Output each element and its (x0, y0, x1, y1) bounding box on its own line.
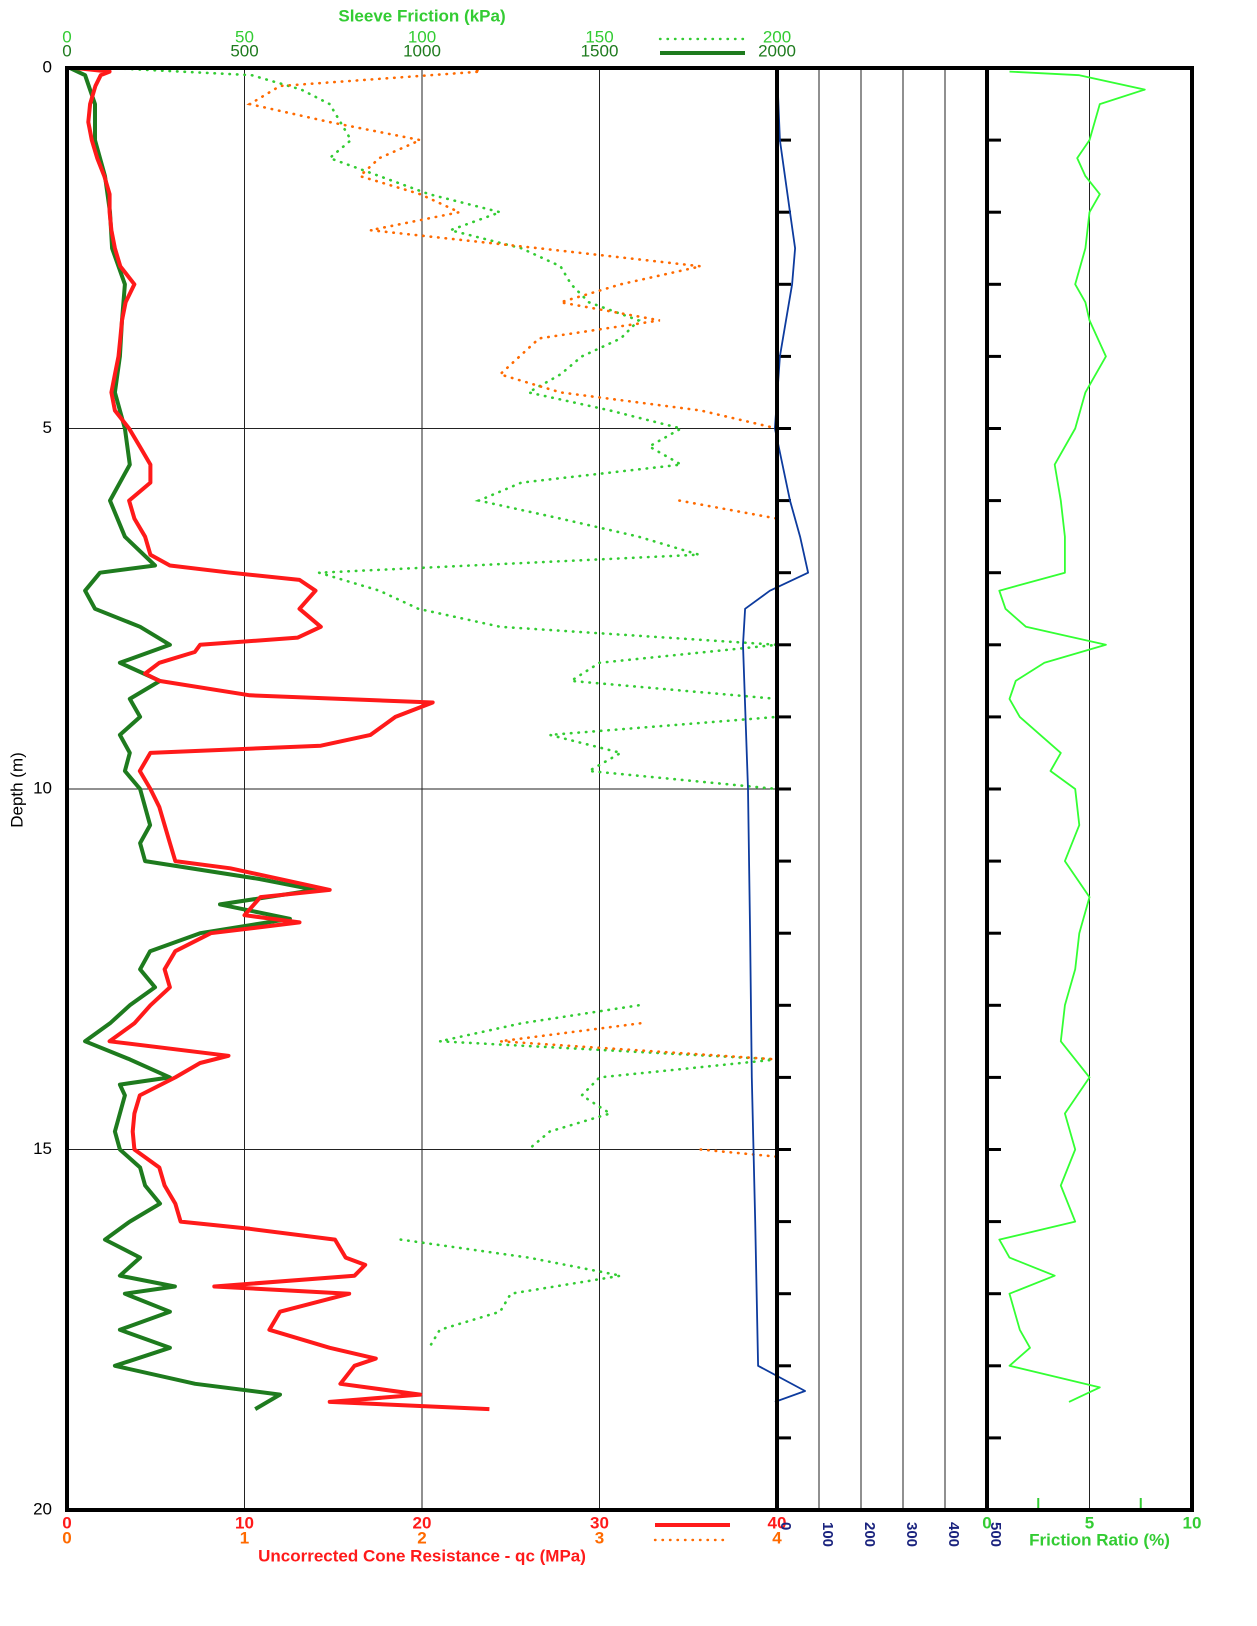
x-tick-label: 4 (772, 1528, 782, 1547)
x-tick-label: 200 (763, 27, 791, 46)
data-line (499, 1022, 779, 1061)
x-tick-label: 500 (987, 1522, 1004, 1547)
x-axis-title: Uncorrected Cone Resistance - qc (MPa) (258, 1546, 586, 1565)
x-tick-label: 400 (945, 1522, 962, 1547)
x-tick-label: 5 (1085, 1513, 1094, 1532)
data-line (742, 89, 809, 1403)
y-tick-label: 20 (33, 1499, 52, 1518)
x-axis-title: Friction Ratio (%) (1029, 1530, 1170, 1549)
y-axis-title: Depth (m) (7, 752, 26, 828)
x-tick-label: 200 (861, 1522, 878, 1547)
x-tick-label: 10 (235, 1513, 254, 1532)
x-tick-label: 100 (819, 1522, 836, 1547)
x-tick-label: 0 (982, 1513, 991, 1532)
x-tick-label: 2 (417, 1528, 426, 1547)
x-tick-label: 3 (595, 1528, 604, 1547)
panel-border (775, 66, 989, 1512)
panel-border (985, 66, 1194, 1512)
x-tick-label: 50 (235, 27, 254, 46)
x-tick-label: 1000 (403, 41, 441, 60)
x-tick-label: 2000 (758, 41, 796, 60)
data-line (998, 70, 1146, 1403)
y-tick-label: 0 (43, 57, 52, 76)
y-tick-label: 5 (43, 418, 52, 437)
x-tick-label: 150 (585, 27, 613, 46)
data-line (439, 1004, 778, 1151)
x-tick-label: 20 (413, 1513, 432, 1532)
top-axis-title: Sleeve Friction (kPa) (338, 6, 505, 25)
x-tick-label: 1 (240, 1528, 249, 1547)
x-tick-label: 1500 (581, 41, 619, 60)
data-line (678, 499, 779, 520)
data-line (68, 66, 318, 1411)
x-tick-label: 0 (777, 1522, 794, 1530)
x-tick-label: 0 (62, 41, 71, 60)
x-tick-label: 100 (408, 27, 436, 46)
x-tick-label: 40 (768, 1513, 787, 1532)
x-tick-label: 500 (230, 41, 258, 60)
y-tick-label: 10 (33, 778, 52, 797)
data-line (75, 66, 490, 1412)
data-line (699, 1148, 779, 1158)
x-tick-label: 30 (590, 1513, 609, 1532)
x-tick-label: 300 (903, 1522, 920, 1547)
x-tick-label: 10 (1183, 1513, 1202, 1532)
data-line (399, 1238, 622, 1350)
x-tick-label: 0 (62, 1513, 71, 1532)
data-line (246, 66, 779, 430)
y-tick-label: 15 (33, 1139, 52, 1158)
x-tick-label: 0 (62, 27, 71, 46)
x-tick-label: 0 (62, 1528, 71, 1547)
